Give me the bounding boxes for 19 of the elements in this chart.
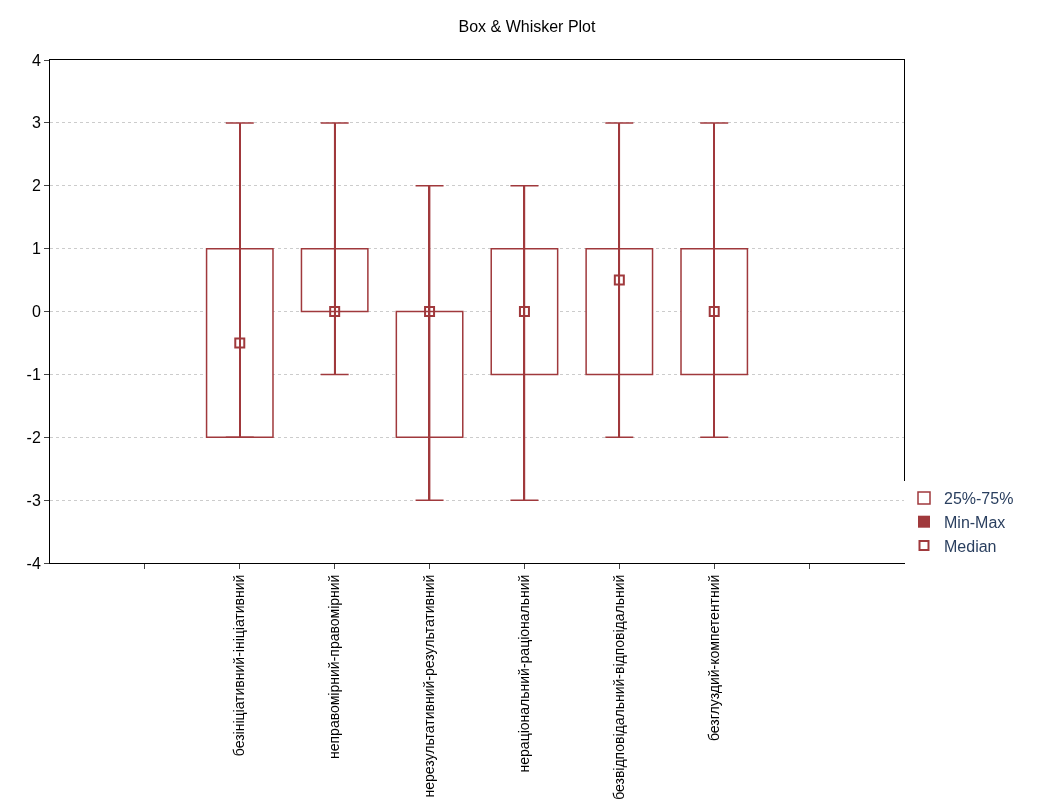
y-tick-label: -2 bbox=[26, 428, 41, 446]
y-tick-label: 0 bbox=[31, 303, 41, 321]
y-tick-label: -4 bbox=[26, 554, 41, 572]
legend-label: 25%-75% bbox=[944, 490, 1014, 508]
y-tick-label: 2 bbox=[31, 177, 41, 195]
x-tick-label: неправомірний-правомірний bbox=[326, 574, 343, 760]
x-tick-label: безініціативний-ініціативний bbox=[231, 574, 248, 757]
y-tick-label: 4 bbox=[31, 51, 41, 69]
legend-label: Median bbox=[944, 537, 997, 555]
legend-label: Min-Max bbox=[944, 513, 1006, 531]
y-tick-label: 1 bbox=[31, 240, 41, 258]
chart-title: Box & Whisker Plot bbox=[458, 17, 597, 35]
y-tick-label: -3 bbox=[26, 491, 41, 509]
x-tick-label: безглуздий-компетентний bbox=[705, 574, 722, 742]
y-tick-label: 3 bbox=[31, 114, 41, 132]
y-tick-label: -1 bbox=[26, 365, 41, 383]
x-tick-label: нераціональний-раціональний bbox=[515, 574, 532, 773]
x-tick-label: безвідповідальний-відповідальний bbox=[610, 574, 627, 800]
x-tick-label: нерезультативний-результативний bbox=[421, 574, 438, 798]
